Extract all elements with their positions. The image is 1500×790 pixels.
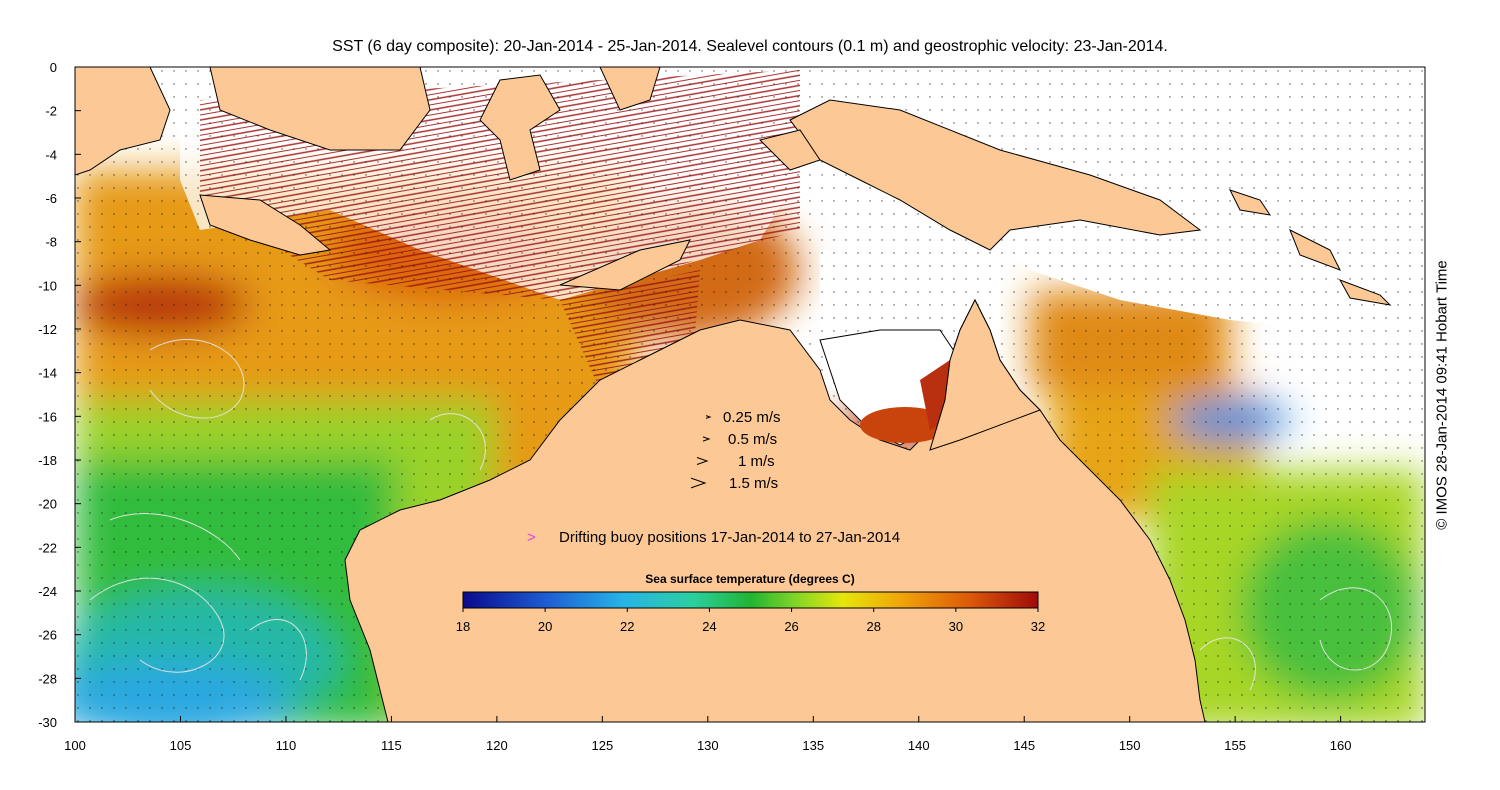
x-tick-label: 150 bbox=[1119, 738, 1141, 753]
colorbar: Sea surface temperature (degrees C) 18 20… bbox=[456, 572, 1045, 634]
velocity-legend: 0.25 m/s 0.5 m/s 1 m/s 1.5 m/s bbox=[690, 409, 781, 492]
colorbar-tick-label: 30 bbox=[949, 619, 963, 634]
x-tick-label: 110 bbox=[276, 738, 297, 753]
colorbar-tick-label: 32 bbox=[1031, 619, 1045, 634]
colorbar-gradient bbox=[462, 591, 1039, 609]
sumatra-land bbox=[75, 67, 171, 176]
y-tick-label: -10 bbox=[38, 278, 57, 293]
y-tick-label: -24 bbox=[38, 584, 57, 599]
velocity-arrow bbox=[690, 477, 707, 489]
colorbar-tick-label: 18 bbox=[456, 619, 470, 634]
x-tick-label: 135 bbox=[802, 738, 824, 753]
sulawesi-land bbox=[479, 74, 561, 181]
velocity-label: 1.5 m/s bbox=[729, 475, 778, 492]
y-tick-label: 0 bbox=[50, 60, 57, 75]
colorbar-tick-label: 24 bbox=[702, 619, 716, 634]
x-tick-label: 120 bbox=[486, 738, 508, 753]
x-tick-label: 155 bbox=[1224, 738, 1246, 753]
x-tick-label: 160 bbox=[1330, 738, 1352, 753]
colorbar-title: Sea surface temperature (degrees C) bbox=[645, 572, 854, 586]
buoy-legend: > Drifting buoy positions 17-Jan-2014 to… bbox=[527, 529, 900, 546]
timor-land bbox=[559, 239, 691, 291]
new-guinea-land bbox=[789, 99, 1202, 251]
x-tick-label: 115 bbox=[381, 738, 402, 753]
y-tick-label: -28 bbox=[38, 671, 57, 686]
velocity-label: 1 m/s bbox=[738, 453, 775, 470]
velocity-arrow bbox=[705, 415, 712, 419]
colorbar-tick-label: 28 bbox=[866, 619, 880, 634]
x-tick-label: 105 bbox=[170, 738, 192, 753]
y-tick-label: -20 bbox=[38, 497, 57, 512]
buoy-symbol: > bbox=[527, 529, 536, 546]
map-title: SST (6 day composite): 20-Jan-2014 - 25-… bbox=[332, 38, 1168, 55]
y-tick-label: -14 bbox=[38, 366, 57, 381]
velocity-arrow bbox=[702, 436, 711, 442]
y-tick-label: -6 bbox=[45, 191, 57, 206]
colorbar-tick-label: 26 bbox=[784, 619, 798, 634]
x-tick-label: 125 bbox=[591, 738, 613, 753]
map-frame bbox=[74, 66, 1426, 723]
y-tick-label: -16 bbox=[38, 409, 57, 424]
sealevel-contours bbox=[89, 339, 1392, 691]
java-land bbox=[199, 194, 332, 256]
y-tick-label: -4 bbox=[45, 147, 57, 162]
velocity-label: 0.5 m/s bbox=[728, 431, 777, 448]
colorbar-ticks: 18 20 22 24 26 28 30 32 bbox=[456, 608, 1045, 634]
y-tick-label: -22 bbox=[38, 540, 57, 555]
buoy-legend-label: Drifting buoy positions 17-Jan-2014 to 2… bbox=[559, 529, 900, 546]
x-tick-label: 130 bbox=[697, 738, 719, 753]
y-tick-label: -30 bbox=[38, 715, 57, 730]
colorbar-tick-label: 22 bbox=[620, 619, 634, 634]
credit-text: © IMOS 28-Jan-2014 09:41 Hobart Time bbox=[1433, 260, 1451, 530]
borneo-land bbox=[209, 67, 431, 151]
y-tick-label: -18 bbox=[38, 453, 57, 468]
y-axis: 0 -2 -4 -6 -8 -10 -12 -14 -16 -18 -20 -22 -24 -26 -28 -… bbox=[38, 60, 81, 730]
x-axis: 100 105 110 115 120 125 130 135 140 145 150 155 160 bbox=[64, 716, 1351, 753]
x-tick-label: 100 bbox=[64, 738, 86, 753]
y-tick-label: -12 bbox=[38, 322, 57, 337]
velocity-arrow bbox=[696, 457, 709, 465]
velocity-label: 0.25 m/s bbox=[723, 409, 781, 426]
y-tick-label: -8 bbox=[45, 235, 57, 250]
x-tick-label: 140 bbox=[908, 738, 930, 753]
y-tick-label: -2 bbox=[45, 104, 57, 119]
map-plot-area bbox=[75, 67, 1425, 722]
x-tick-label: 145 bbox=[1013, 738, 1035, 753]
y-tick-label: -26 bbox=[38, 628, 57, 643]
colorbar-tick-label: 20 bbox=[538, 619, 552, 634]
